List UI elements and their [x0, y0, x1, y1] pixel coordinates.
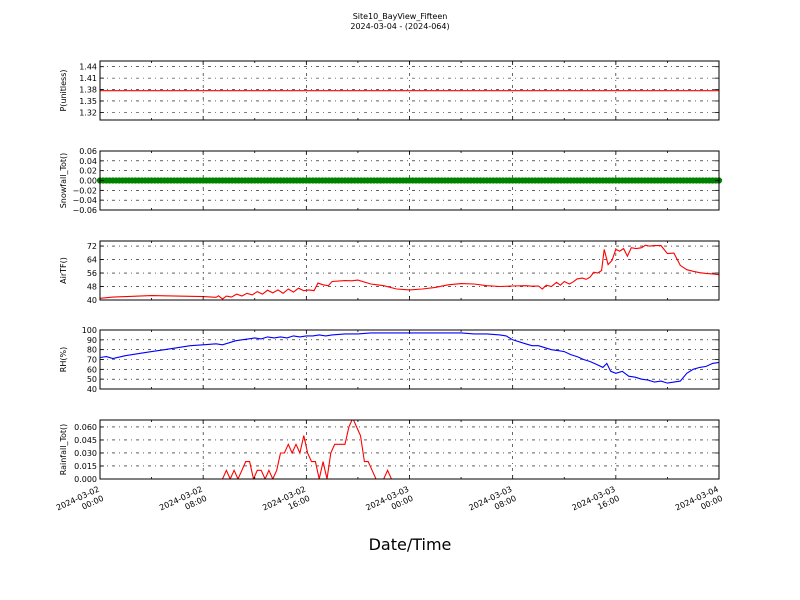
y-tick-label: 64: [87, 256, 97, 265]
y-tick-label: 48: [87, 283, 97, 292]
x-tick-label: 2024-03-0316:00: [571, 485, 621, 522]
y-tick-label: 1.41: [79, 74, 97, 83]
y-axis-label: Rainfall_Tot(): [59, 424, 68, 476]
panel-grid: [99, 329, 720, 390]
panel-3: 40 48 56 64 72 AirTF(): [59, 240, 720, 305]
x-tick-label: 2024-03-0208:00: [158, 485, 208, 522]
y-tick-label: 0.00: [79, 177, 97, 186]
y-tick-label: 0.045: [74, 436, 97, 445]
series-line: [100, 244, 719, 300]
y-tick-label: 72: [87, 242, 97, 251]
y-axis-label: Snowfall_Tot(): [59, 153, 68, 209]
x-tick-label: 2024-03-0200:00: [55, 485, 105, 522]
y-tick-label: 0.015: [74, 462, 97, 471]
y-tick-label: 1.44: [79, 63, 97, 72]
y-tick-label: 50: [87, 375, 97, 384]
y-tick-label: 0.02: [79, 167, 97, 176]
panels-group: 1.321.351.381.411.44P(unitless)−0.06−0.0…: [59, 60, 723, 484]
y-tick-label: 60: [87, 365, 97, 374]
chart-title: Site10_BayView_Fifteen: [353, 12, 448, 21]
y-tick-label: 1.35: [79, 97, 97, 106]
x-tick-labels: 2024-03-0200:00 2024-03-0208:00 2024-03-02…: [55, 485, 724, 522]
y-tick-label: 80: [87, 346, 97, 355]
y-tick-label: 0.060: [74, 423, 97, 432]
y-tick-label: 1.38: [79, 86, 97, 95]
x-tick-label: 2024-03-0216:00: [261, 485, 311, 522]
series-markers: [96, 177, 723, 184]
x-tick-label: 2024-03-0400:00: [674, 485, 724, 522]
y-tick-label: 56: [87, 269, 97, 278]
y-tick-label: −0.06: [72, 206, 97, 215]
y-tick-label: 40: [87, 296, 97, 305]
panel-2: −0.06−0.04−0.020.000.020.040.06 Snowfall_…: [59, 147, 723, 215]
panel-1: 1.32 1.35 1.38 1.41 1.44 P(unitless): [59, 60, 720, 121]
panel-grid: [99, 420, 720, 480]
y-tick-label: −0.04: [72, 196, 97, 205]
y-tick-label: 0.000: [74, 475, 97, 484]
x-tick-label: 2024-03-0308:00: [468, 485, 518, 522]
y-tick-label: 0.030: [74, 449, 97, 458]
y-tick-label: 70: [87, 356, 97, 365]
panel-5: 0.000 0.015 0.030 0.045 0.060 Rainfall_Tot(): [59, 419, 720, 484]
y-tick-label: −0.02: [72, 186, 97, 195]
y-axis-label: P(unitless): [59, 69, 68, 111]
y-axis-label: AirTF(): [59, 257, 68, 284]
y-tick-label: 90: [87, 336, 97, 345]
chart-subtitle: 2024-03-04 - (2024-064): [350, 22, 449, 31]
series-line: [100, 332, 719, 384]
y-tick-label: 40: [87, 385, 97, 394]
y-tick-label: 100: [82, 326, 97, 335]
x-axis-label: Date/Time: [369, 535, 452, 554]
y-tick-label: 1.32: [79, 108, 97, 117]
series-line: [100, 420, 719, 479]
y-tick-label: 0.06: [79, 147, 97, 156]
x-tick-label: 2024-03-0300:00: [364, 485, 414, 522]
panel-grid: [99, 241, 720, 301]
y-axis-label: RH(%): [59, 347, 68, 372]
y-tick-label: 0.04: [79, 157, 97, 166]
